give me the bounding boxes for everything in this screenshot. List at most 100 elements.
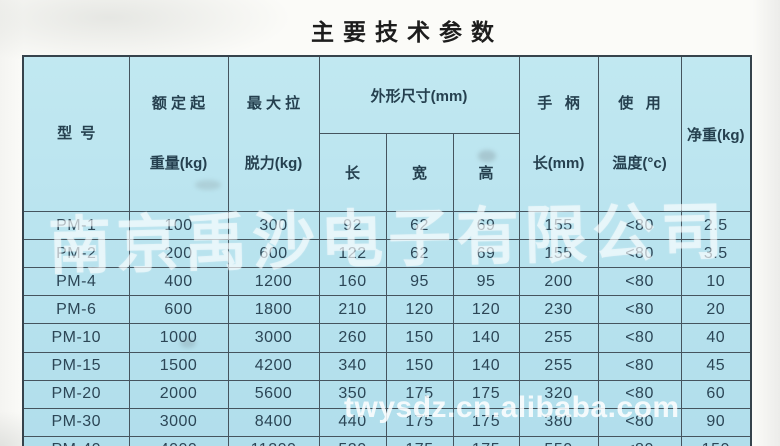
cell-width: 62 <box>385 239 454 269</box>
cell-height: 69 <box>452 239 520 269</box>
cell-length: 260 <box>318 323 387 353</box>
cell-temp: <80 <box>597 407 682 437</box>
header-operating-temp: 使 用 温度(°c) <box>597 55 682 212</box>
cell-temp: <80 <box>597 210 682 241</box>
cell-max-pull: 1200 <box>227 267 320 297</box>
cell-rated-weight: 400 <box>128 267 229 297</box>
cell-net-weight: 150 <box>680 435 752 446</box>
header-dim-height: 高 <box>452 133 520 212</box>
cell-width: 175 <box>385 435 454 446</box>
cell-width: 62 <box>385 210 454 241</box>
cell-width: 120 <box>385 295 454 325</box>
header-dim-length: 长 <box>318 133 387 212</box>
cell-height: 175 <box>452 435 520 446</box>
cell-length: 440 <box>318 407 387 437</box>
cell-temp: <80 <box>597 323 682 353</box>
table-row: PM-40 4000 11200 520 175 175 550 <80 150 <box>22 435 752 446</box>
cell-width: 95 <box>385 267 454 297</box>
table-row: PM-2 200 600 122 62 69 155 <80 3.5 <box>22 239 752 269</box>
cell-net-weight: 10 <box>680 267 752 297</box>
cell-width: 175 <box>385 379 454 409</box>
cell-rated-weight: 2000 <box>128 379 229 409</box>
header-max-pull: 最 大 拉 脱力(kg) <box>227 55 320 212</box>
header-dim-width: 宽 <box>385 133 454 212</box>
cell-rated-weight: 1000 <box>128 323 229 353</box>
header-model: 型 号 <box>22 55 130 212</box>
cell-handle-length: 200 <box>518 267 599 297</box>
cell-temp: <80 <box>597 267 682 297</box>
page-title: 主要技术参数 <box>311 19 503 45</box>
spec-table: 型 号 额 定 起 重量(kg) 最 大 拉 脱力(kg) 外形尺寸(mm) 手… <box>22 55 753 446</box>
cell-max-pull: 300 <box>227 210 320 241</box>
cell-net-weight: 20 <box>680 295 752 325</box>
cell-handle-length: 230 <box>518 295 599 325</box>
cell-temp: <80 <box>597 351 682 381</box>
cell-model: PM-30 <box>22 407 130 437</box>
cell-height: 140 <box>452 351 520 381</box>
cell-height: 95 <box>452 267 520 297</box>
cell-rated-weight: 4000 <box>128 435 229 446</box>
cell-height: 175 <box>452 407 520 437</box>
cell-net-weight: 60 <box>680 379 752 409</box>
cell-model: PM-4 <box>22 267 130 297</box>
header-model-label: 型 号 <box>57 125 96 142</box>
header-net-weight: 净重(kg) <box>680 55 752 212</box>
cell-length: 122 <box>318 239 387 269</box>
cell-length: 340 <box>318 351 387 381</box>
cell-net-weight: 3.5 <box>680 239 752 269</box>
cell-length: 210 <box>318 295 387 325</box>
cell-model: PM-1 <box>22 210 130 241</box>
cell-width: 150 <box>385 351 454 381</box>
cell-max-pull: 3000 <box>227 323 320 353</box>
cell-handle-length: 320 <box>518 379 599 409</box>
table-row: PM-10 1000 3000 260 150 140 255 <80 40 <box>22 323 752 353</box>
header-dimensions: 外形尺寸(mm) <box>318 55 520 135</box>
table-row: PM-15 1500 4200 340 150 140 255 <80 45 <box>22 351 752 381</box>
cell-rated-weight: 100 <box>128 210 229 241</box>
cell-net-weight: 2.5 <box>680 210 752 241</box>
cell-height: 120 <box>452 295 520 325</box>
table-row: PM-30 3000 8400 440 175 175 380 <80 90 <box>22 407 752 437</box>
table-row: PM-20 2000 5600 350 175 175 320 <80 60 <box>22 379 752 409</box>
table-header: 型 号 额 定 起 重量(kg) 最 大 拉 脱力(kg) 外形尺寸(mm) 手… <box>22 55 752 212</box>
cell-length: 92 <box>318 210 387 241</box>
cell-length: 350 <box>318 379 387 409</box>
cell-max-pull: 600 <box>227 239 320 269</box>
cell-model: PM-10 <box>22 323 130 353</box>
cell-model: PM-15 <box>22 351 130 381</box>
cell-height: 69 <box>452 210 520 241</box>
cell-rated-weight: 200 <box>128 239 229 269</box>
cell-handle-length: 380 <box>518 407 599 437</box>
table-body: PM-1 100 300 92 62 69 155 <80 2.5 PM-2 2… <box>22 210 752 446</box>
cell-net-weight: 40 <box>680 323 752 353</box>
header-handle-length: 手 柄 长(mm) <box>518 55 599 212</box>
cell-handle-length: 550 <box>518 435 599 446</box>
table-row: PM-1 100 300 92 62 69 155 <80 2.5 <box>22 210 752 241</box>
cell-temp: <80 <box>597 295 682 325</box>
table-row: PM-6 600 1800 210 120 120 230 <80 20 <box>22 295 752 325</box>
cell-rated-weight: 3000 <box>128 407 229 437</box>
cell-max-pull: 8400 <box>227 407 320 437</box>
table-row: PM-4 400 1200 160 95 95 200 <80 10 <box>22 267 752 297</box>
cell-length: 160 <box>318 267 387 297</box>
cell-temp: <80 <box>597 435 682 446</box>
cell-model: PM-6 <box>22 295 130 325</box>
cell-handle-length: 155 <box>518 239 599 269</box>
cell-net-weight: 90 <box>680 407 752 437</box>
cell-width: 175 <box>385 407 454 437</box>
cell-model: PM-20 <box>22 379 130 409</box>
cell-height: 140 <box>452 323 520 353</box>
cell-max-pull: 1800 <box>227 295 320 325</box>
cell-height: 175 <box>452 379 520 409</box>
cell-handle-length: 255 <box>518 351 599 381</box>
cell-width: 150 <box>385 323 454 353</box>
cell-temp: <80 <box>597 239 682 269</box>
cell-temp: <80 <box>597 379 682 409</box>
header-rated-weight: 额 定 起 重量(kg) <box>128 55 229 212</box>
cell-handle-length: 255 <box>518 323 599 353</box>
cell-model: PM-40 <box>22 435 130 446</box>
cell-handle-length: 155 <box>518 210 599 241</box>
cell-rated-weight: 600 <box>128 295 229 325</box>
cell-length: 520 <box>318 435 387 446</box>
